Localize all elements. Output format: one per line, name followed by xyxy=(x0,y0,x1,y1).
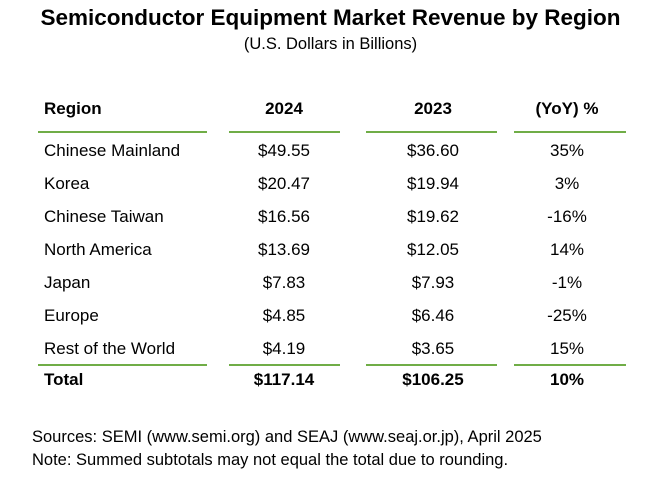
total-region: Total xyxy=(44,370,84,389)
cell-region: Rest of the World xyxy=(44,339,176,358)
cell-year-2023: $3.65 xyxy=(411,339,455,358)
sources-note: Sources: SEMI (www.semi.org) and SEAJ (w… xyxy=(32,428,542,446)
total-rule-year-2023 xyxy=(366,364,497,366)
header-rule-region xyxy=(38,131,207,133)
header-year-2024: 2024 xyxy=(265,99,303,118)
cell-year-2023: $19.94 xyxy=(407,174,459,193)
total-rule-yoy xyxy=(514,364,626,366)
cell-year-2023: $6.46 xyxy=(411,306,455,325)
table-title: Semiconductor Equipment Market Revenue b… xyxy=(40,5,621,30)
cell-year-2023: $12.05 xyxy=(407,240,459,259)
total-rule-region xyxy=(38,364,207,366)
cell-region: Chinese Mainland xyxy=(44,141,181,160)
cell-year-2023: $7.93 xyxy=(411,273,455,292)
cell-yoy: 15% xyxy=(549,339,585,358)
cell-year-2024: $4.85 xyxy=(262,306,306,325)
header-rule-year-2023 xyxy=(366,131,497,133)
cell-yoy: -25% xyxy=(547,306,587,325)
header-year-2023: 2023 xyxy=(414,99,452,118)
total-yoy: 10% xyxy=(549,370,585,389)
cell-region: Korea xyxy=(44,174,90,193)
cell-region: Japan xyxy=(44,273,91,292)
header-rule-yoy xyxy=(514,131,626,133)
cell-year-2024: $13.69 xyxy=(258,240,310,259)
cell-region: North America xyxy=(44,240,152,259)
total-year-2024: $117.14 xyxy=(253,370,315,389)
cell-year-2024: $20.47 xyxy=(258,174,310,193)
cell-year-2023: $36.60 xyxy=(407,141,459,160)
cell-year-2024: $16.56 xyxy=(258,207,310,226)
cell-year-2024: $4.19 xyxy=(262,339,306,358)
cell-yoy: 3% xyxy=(554,174,580,193)
header-region: Region xyxy=(44,99,102,118)
cell-year-2024: $49.55 xyxy=(258,141,310,160)
header-yoy: (YoY) % xyxy=(535,99,599,118)
total-rule-year-2024 xyxy=(229,364,340,366)
cell-yoy: 14% xyxy=(549,240,585,259)
header-rule-year-2024 xyxy=(229,131,340,133)
cell-yoy: -1% xyxy=(551,273,583,292)
cell-year-2023: $19.62 xyxy=(407,207,459,226)
cell-yoy: -16% xyxy=(547,207,587,226)
rounding-note: Note: Summed subtotals may not equal the… xyxy=(32,451,509,469)
cell-region: Europe xyxy=(44,306,99,325)
cell-region: Chinese Taiwan xyxy=(44,207,164,226)
cell-yoy: 35% xyxy=(549,141,585,160)
table-subtitle: (U.S. Dollars in Billions) xyxy=(243,35,418,53)
cell-year-2024: $7.83 xyxy=(262,273,306,292)
total-year-2023: $106.25 xyxy=(402,370,464,389)
